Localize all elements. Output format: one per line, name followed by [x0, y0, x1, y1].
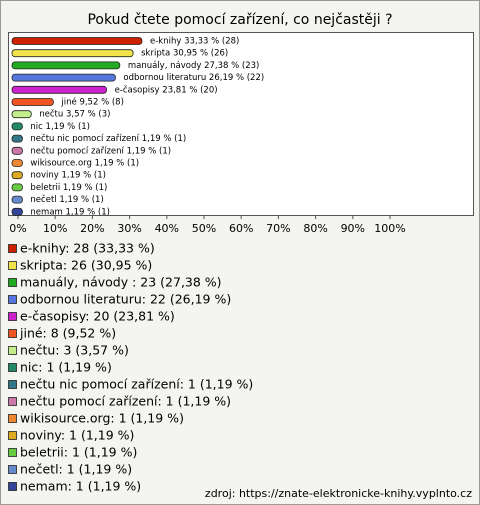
- legend-label: nic: 1 (1,19 %): [20, 360, 112, 375]
- x-tick-label: 100%: [374, 222, 405, 235]
- bar: [11, 98, 54, 106]
- legend-swatch: [8, 363, 17, 372]
- bar: [11, 49, 134, 58]
- legend-swatch: [8, 414, 17, 423]
- legend-label: e-časopisy: 20 (23,81 %): [20, 309, 175, 324]
- legend-label: nečtu nic pomocí zařízení: 1 (1,19 %): [20, 377, 253, 392]
- bar-label: nemam 1,19 % (1): [30, 207, 110, 217]
- x-tick-label: 40%: [155, 222, 179, 235]
- legend-label: nečtu: 3 (3,57 %): [20, 343, 129, 358]
- legend-swatch: [8, 431, 17, 440]
- legend-swatch: [8, 380, 17, 389]
- legend-swatch: [8, 329, 17, 338]
- chart-title: Pokud čtete pomocí zařízení, co nejčastě…: [87, 12, 392, 28]
- bar: [11, 61, 121, 70]
- x-tick-label: 20%: [80, 222, 104, 235]
- bar-label: e-knihy 33,33 % (28): [150, 37, 239, 47]
- x-tick-label: 10%: [43, 222, 67, 235]
- bar: [11, 183, 23, 192]
- bar-label: manuály, návody 27,38 % (23): [128, 61, 259, 71]
- legend-label: nečetl: 1 (1,19 %): [20, 462, 132, 477]
- x-tick-label: 90%: [341, 222, 365, 235]
- bar: [11, 134, 23, 143]
- bar-label: nečtu 3,57 % (3): [39, 109, 110, 120]
- bar: [11, 73, 116, 82]
- legend-swatch: [8, 482, 17, 491]
- legend-label: nečtu pomocí zařízení: 1 (1,19 %): [20, 394, 231, 409]
- legend-label: e-knihy: 28 (33,33 %): [20, 241, 155, 256]
- bar: [11, 207, 23, 216]
- bar: [11, 171, 23, 180]
- legend-swatch: [8, 261, 17, 270]
- x-tick-label: 50%: [192, 222, 216, 235]
- x-tick-label: 80%: [303, 222, 327, 235]
- legend-label: beletrii: 1 (1,19 %): [20, 445, 137, 460]
- legend-swatch: [8, 465, 17, 474]
- legend-swatch: [8, 346, 17, 355]
- x-tick-label: 70%: [266, 222, 290, 235]
- x-tick-label: 30%: [117, 222, 141, 235]
- legend-label: nemam: 1 (1,19 %): [20, 479, 141, 494]
- legend-swatch: [8, 397, 17, 406]
- legend-label: skripta: 26 (30,95 %): [20, 258, 152, 273]
- x-tick-label: 0%: [9, 222, 26, 235]
- bar: [11, 195, 23, 204]
- bar-label: nečetl 1,19 % (1): [30, 194, 103, 205]
- legend-swatch: [8, 244, 17, 253]
- source: zdroj: https://znate-elektronicke-knihy.…: [205, 487, 472, 500]
- bar-label: e-časopisy 23,81 % (20): [115, 84, 218, 95]
- bar: [11, 110, 32, 119]
- bar: [11, 159, 23, 167]
- bar: [11, 146, 23, 155]
- legend-swatch: [8, 312, 17, 321]
- legend-label: wikisource.org: 1 (1,19 %): [20, 411, 184, 426]
- legend-label: noviny: 1 (1,19 %): [20, 428, 134, 443]
- bar-label: nečtu pomocí zařízení 1,19 % (1): [30, 145, 171, 156]
- legend-label: manuály, návody : 23 (27,38 %): [20, 275, 222, 290]
- legend-swatch: [8, 448, 17, 457]
- legend-label: odbornou literaturu: 22 (26,19 %): [20, 292, 231, 307]
- bar-label: jiné 9,52 % (8): [60, 97, 124, 108]
- bar: [11, 37, 143, 45]
- legend-swatch: [8, 295, 17, 304]
- bar-label: noviny 1,19 % (1): [30, 171, 106, 181]
- bar-label: nic 1,19 % (1): [30, 122, 90, 132]
- bar-label: wikisource.org 1,19 % (1): [30, 159, 139, 169]
- bar: [11, 85, 107, 94]
- bar: [11, 122, 23, 131]
- legend-swatch: [8, 278, 17, 287]
- legend-label: jiné: 8 (9,52 %): [19, 326, 116, 341]
- bar-label: beletrii 1,19 % (1): [30, 183, 107, 193]
- bar-label: nečtu nic pomocí zařízení 1,19 % (1): [30, 133, 186, 144]
- bar-label: skripta 30,95 % (26): [141, 49, 228, 59]
- bar-label: odbornou literaturu 26,19 % (22): [123, 73, 264, 83]
- x-tick-label: 60%: [229, 222, 253, 235]
